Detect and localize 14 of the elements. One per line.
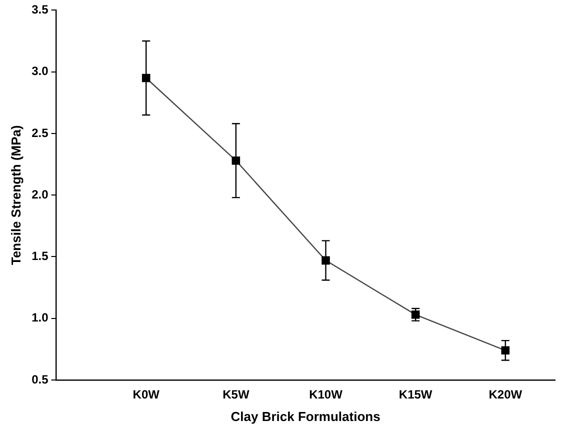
- y-tick-label: 2.0: [32, 187, 49, 202]
- x-axis-title: Clay Brick Formulations: [230, 408, 380, 424]
- y-axis-title: Tensile Strength (MPa): [8, 125, 24, 266]
- y-tick-label: 1.0: [32, 310, 49, 325]
- x-tick-label: K15W: [398, 388, 433, 402]
- y-tick-label: 3.5: [32, 2, 49, 17]
- x-tick-label: K5W: [222, 388, 250, 402]
- x-tick-label: K0W: [132, 388, 160, 402]
- x-tick-label: K20W: [488, 388, 523, 402]
- y-tick-label: 2.5: [32, 126, 49, 140]
- y-tick-label: 3.0: [32, 64, 49, 78]
- x-tick-label: K10W: [309, 388, 344, 402]
- y-tick-label: 0.5: [32, 372, 49, 386]
- y-tick-label: 1.5: [32, 249, 49, 264]
